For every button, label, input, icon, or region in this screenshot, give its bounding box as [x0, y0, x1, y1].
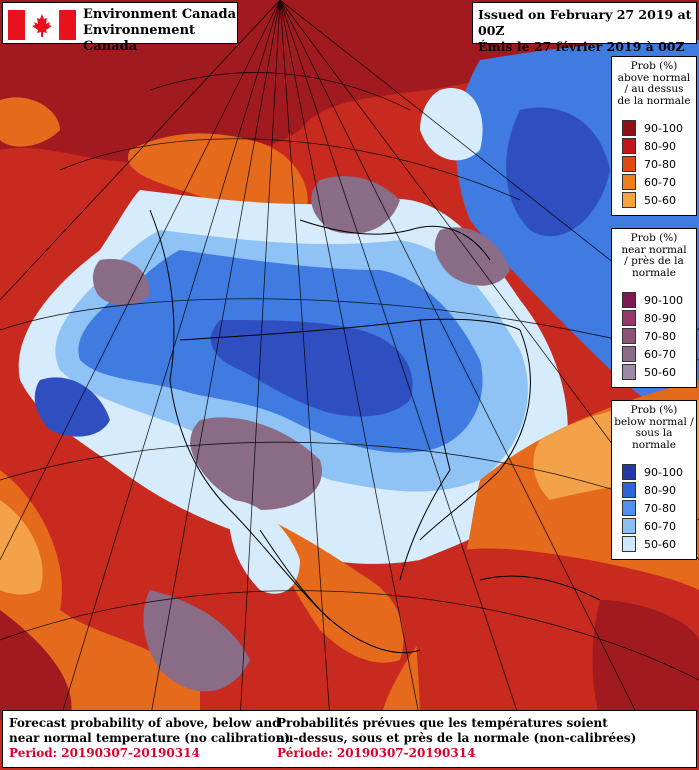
legend-title-line: normale	[632, 266, 676, 279]
legend-swatch	[622, 328, 636, 344]
legend-title: Prob (%) above normal / au dessus de la …	[612, 57, 696, 107]
agency-name-en: Environment Canada	[83, 7, 236, 22]
near-normal-north	[311, 176, 400, 234]
legend-title-line: Prob (%)	[630, 60, 678, 72]
legend-label: 60-70	[644, 519, 676, 533]
legend-items: 90-100 80-90 70-80 60-70 50-60	[622, 119, 683, 209]
legend-label: 70-80	[644, 501, 676, 515]
legend-title-line: Prob (%)	[630, 404, 678, 416]
legend-item: 70-80	[622, 499, 683, 517]
legend-label: 60-70	[644, 347, 676, 361]
coastlines	[149, 209, 601, 654]
agency-header: Environment Canada Environnement Canada	[2, 2, 238, 54]
period-fr: Période: 20190307-20190314	[277, 746, 476, 760]
pacific-purple	[143, 590, 250, 692]
near-normal-south	[190, 417, 322, 510]
legend-swatch	[622, 120, 636, 136]
legend-item: 50-60	[622, 535, 683, 553]
canada-flag-icon	[8, 10, 76, 40]
legend-label: 90-100	[644, 293, 683, 307]
legend-title-line: sous la normale	[632, 427, 676, 451]
legend-title-line: Prob (%)	[630, 232, 678, 244]
caption-en-line2: near normal temperature (no calibration)	[9, 731, 291, 745]
issued-date-fr: Émis le 27 février 2019 à 00Z	[478, 39, 685, 54]
legend-title-line: / au dessus	[624, 83, 684, 95]
legend-swatch	[622, 138, 636, 154]
arctic-orange-2	[0, 97, 60, 147]
west-blue-dark	[34, 377, 110, 437]
legend-label: 50-60	[644, 537, 676, 551]
legend-item: 80-90	[622, 481, 683, 499]
legend-item: 60-70	[622, 345, 683, 363]
legend-swatch	[622, 536, 636, 552]
legend-swatch	[622, 174, 636, 190]
legend-label: 80-90	[644, 139, 676, 153]
legend-item: 60-70	[622, 173, 683, 191]
legend-swatch	[622, 156, 636, 172]
legend-item: 70-80	[622, 155, 683, 173]
legend-swatch	[622, 364, 636, 380]
legend-item: 50-60	[622, 191, 683, 209]
legend-swatch	[622, 518, 636, 534]
northeast-pale	[420, 88, 483, 161]
caption-en-line1: Forecast probability of above, below and	[9, 716, 281, 730]
legend-label: 60-70	[644, 175, 676, 189]
legend-title: Prob (%) near normal / près de la normal…	[612, 229, 696, 279]
footer-caption: Forecast probability of above, below and…	[2, 710, 697, 768]
legend-item: 70-80	[622, 327, 683, 345]
legend-item: 90-100	[622, 291, 683, 309]
graticule	[0, 0, 699, 721]
caption-fr-line2: au-dessus, sous et près de la normale (n…	[277, 731, 637, 745]
legend-label: 50-60	[644, 365, 676, 379]
caption-fr-line1: Probabilités prévues que les température…	[277, 716, 608, 730]
legend-title-line: above normal	[617, 71, 691, 84]
pacific-light-orange	[0, 500, 43, 595]
legend-item: 80-90	[622, 309, 683, 327]
legend-swatch	[622, 292, 636, 308]
legend-item: 60-70	[622, 517, 683, 535]
legend-item: 50-60	[622, 363, 683, 381]
caribbean-red-dark	[592, 600, 699, 720]
issued-date-en: Issued on February 27 2019 at 00Z	[478, 7, 692, 38]
legend-swatch	[622, 500, 636, 516]
issued-header: Issued on February 27 2019 at 00Z Émis l…	[472, 2, 697, 54]
northeast-blue-dark	[506, 107, 610, 237]
legend-swatch	[622, 482, 636, 498]
legend-label: 80-90	[644, 311, 676, 325]
near-normal-west	[92, 259, 150, 306]
legend-item: 90-100	[622, 463, 683, 481]
legend-swatch	[622, 192, 636, 208]
legend-items: 90-100 80-90 70-80 60-70 50-60	[622, 463, 683, 553]
arctic-orange	[128, 133, 308, 223]
legend-near-normal: Prob (%) near normal / près de la normal…	[611, 228, 697, 388]
legend-title-line: / près de la	[624, 255, 684, 267]
legend-label: 90-100	[644, 121, 683, 135]
legend-items: 90-100 80-90 70-80 60-70 50-60	[622, 291, 683, 381]
caption-french: Probabilités prévues que les température…	[277, 716, 636, 761]
legend-above-normal: Prob (%) above normal / au dessus de la …	[611, 56, 697, 216]
legend-title-line: near normal	[621, 243, 687, 256]
mexico-pale	[229, 500, 300, 594]
legend-title-line: below normal /	[614, 415, 694, 428]
legend-label: 70-80	[644, 157, 676, 171]
legend-label: 70-80	[644, 329, 676, 343]
caption-english: Forecast probability of above, below and…	[9, 716, 290, 761]
legend-item: 80-90	[622, 137, 683, 155]
legend-title-line: de la normale	[617, 94, 691, 107]
legend-label: 80-90	[644, 483, 676, 497]
legend-item: 90-100	[622, 119, 683, 137]
legend-swatch	[622, 464, 636, 480]
agency-name-fr: Environnement Canada	[83, 23, 196, 54]
legend-swatch	[622, 346, 636, 362]
legend-below-normal: Prob (%) below normal / sous la normale …	[611, 400, 697, 560]
pacific-red-dark	[0, 610, 72, 720]
legend-label: 90-100	[644, 465, 683, 479]
period-en: Period: 20190307-20190314	[9, 746, 200, 760]
legend-swatch	[622, 310, 636, 326]
legend-label: 50-60	[644, 193, 676, 207]
legend-title: Prob (%) below normal / sous la normale	[612, 401, 696, 451]
